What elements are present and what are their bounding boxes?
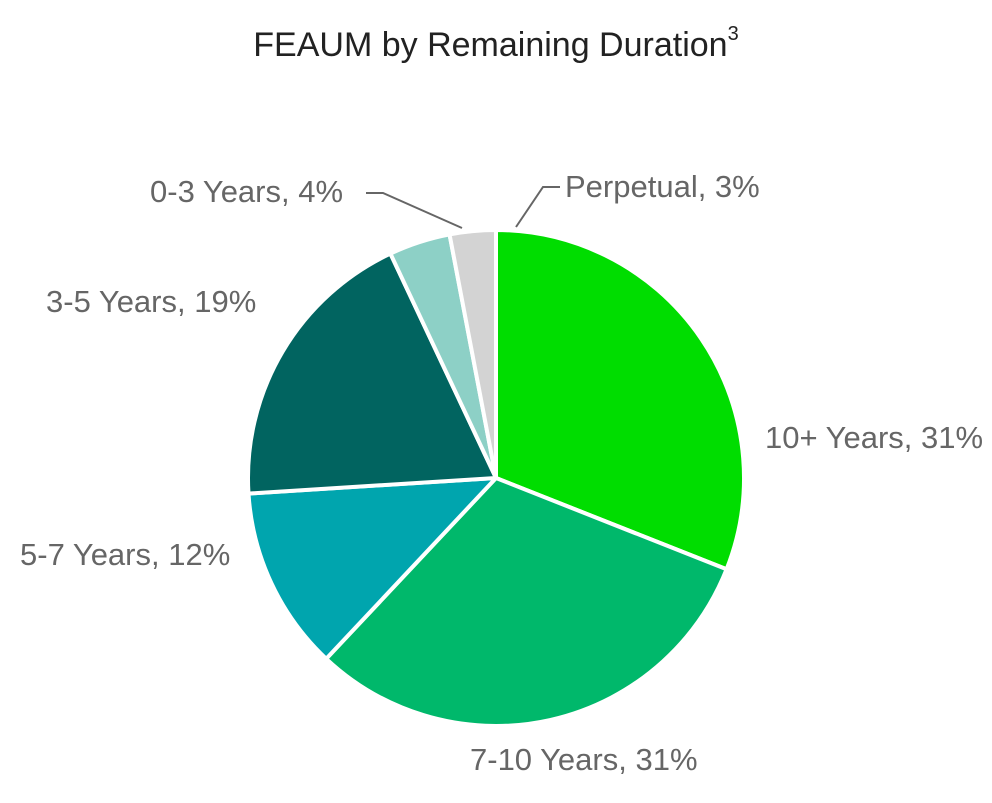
- chart-title-text: FEAUM by Remaining Duration: [253, 26, 728, 64]
- data-label-7-10-years: 7-10 Years, 31%: [470, 742, 698, 777]
- leader-line-0-3-years: [366, 192, 463, 229]
- pie-slice-perpetual: [447, 228, 498, 480]
- pie-slice-10-years: [494, 228, 746, 572]
- data-label-5-7-years: 5-7 Years, 12%: [20, 537, 230, 572]
- data-label-0-3-years: 0-3 Years, 4%: [150, 174, 343, 209]
- data-label-10-years: 10+ Years, 31%: [765, 420, 983, 455]
- chart-title: FEAUM by Remaining Duration3: [0, 22, 992, 65]
- chart-title-footnote: 3: [727, 22, 739, 45]
- data-label-3-5-years: 3-5 Years, 19%: [46, 284, 256, 319]
- pie-slice-3-5-years: [246, 251, 498, 496]
- pie-slice-7-10-years: [324, 476, 729, 728]
- leader-line-perpetual: [515, 186, 560, 228]
- pie-slice-5-7-years: [246, 476, 498, 661]
- data-label-perpetual: Perpetual, 3%: [565, 169, 760, 204]
